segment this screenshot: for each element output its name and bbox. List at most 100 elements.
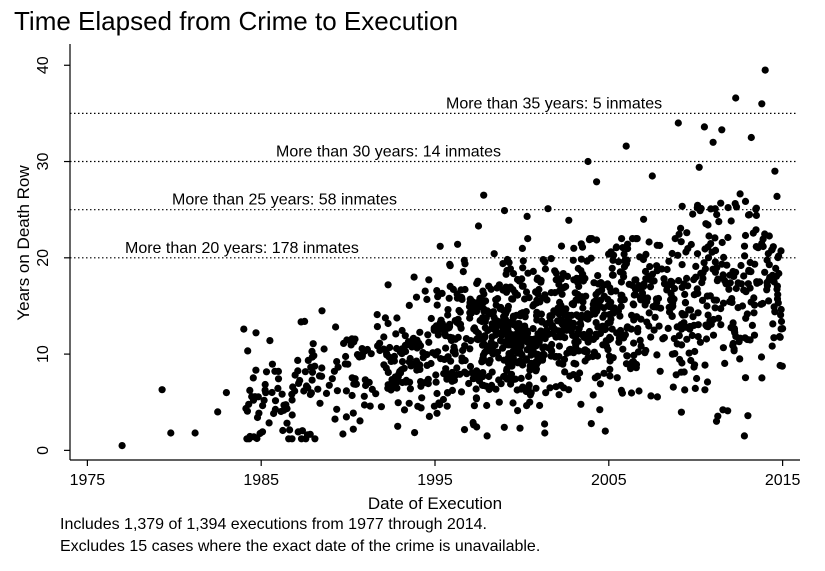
data-points xyxy=(118,66,787,450)
data-point xyxy=(592,330,600,338)
data-point xyxy=(537,310,546,318)
data-point xyxy=(524,235,532,243)
data-point xyxy=(630,316,638,324)
data-point xyxy=(479,351,487,359)
data-point xyxy=(496,305,504,313)
data-point xyxy=(490,250,498,258)
data-point xyxy=(425,276,433,284)
data-point xyxy=(618,235,626,243)
data-point xyxy=(755,278,764,286)
data-point xyxy=(737,280,746,288)
data-point xyxy=(562,282,570,291)
data-point xyxy=(693,204,701,212)
data-point xyxy=(541,429,549,437)
data-point xyxy=(473,335,481,343)
data-point xyxy=(725,285,733,293)
data-point xyxy=(509,320,518,328)
data-point xyxy=(432,371,440,379)
data-point xyxy=(433,409,441,417)
data-point xyxy=(271,397,280,405)
data-point xyxy=(249,374,257,382)
data-point xyxy=(432,378,440,386)
y-tick-label-40: 40 xyxy=(35,56,52,74)
data-point xyxy=(566,346,574,354)
data-point xyxy=(617,302,625,310)
data-point xyxy=(245,435,253,443)
data-point xyxy=(741,197,750,205)
x-tick-label-2015: 2015 xyxy=(765,472,801,489)
data-point xyxy=(297,318,305,326)
data-point xyxy=(476,294,484,302)
reference-label-25: More than 25 years: 58 inmates xyxy=(172,192,397,209)
data-point xyxy=(384,319,392,328)
data-point xyxy=(444,306,452,314)
data-point xyxy=(765,232,773,240)
data-point xyxy=(349,409,357,417)
data-point xyxy=(576,369,584,377)
data-point xyxy=(485,282,493,290)
data-point xyxy=(579,304,587,312)
data-point xyxy=(517,374,525,382)
data-point xyxy=(417,378,425,386)
data-point xyxy=(774,254,782,262)
data-point xyxy=(509,399,517,407)
data-point xyxy=(513,386,521,394)
data-point xyxy=(508,376,516,385)
data-point xyxy=(405,301,413,309)
data-point xyxy=(504,319,512,327)
data-point xyxy=(620,250,628,258)
data-point xyxy=(642,250,650,258)
data-point xyxy=(691,384,699,392)
data-point xyxy=(418,394,426,402)
data-point xyxy=(405,399,413,407)
data-point xyxy=(401,332,409,340)
data-point xyxy=(768,342,776,350)
data-point xyxy=(442,344,450,352)
data-point xyxy=(615,258,623,266)
data-point xyxy=(525,372,533,380)
data-point xyxy=(592,319,600,327)
data-point xyxy=(458,354,466,362)
data-point xyxy=(718,126,726,134)
data-point xyxy=(653,241,661,249)
data-point xyxy=(576,319,584,327)
data-point xyxy=(574,264,582,273)
data-point xyxy=(434,348,442,356)
data-point xyxy=(470,324,479,332)
data-point xyxy=(311,435,319,443)
data-point xyxy=(504,335,513,343)
data-point xyxy=(295,379,303,387)
data-point xyxy=(653,351,661,359)
data-point xyxy=(606,284,614,292)
data-point xyxy=(266,337,274,345)
data-point xyxy=(325,381,333,389)
data-point xyxy=(657,304,665,312)
data-point xyxy=(750,301,759,309)
data-point xyxy=(741,231,750,240)
data-point xyxy=(667,289,675,297)
data-point xyxy=(552,269,560,277)
data-point xyxy=(572,341,580,349)
data-point xyxy=(719,299,728,307)
data-point xyxy=(274,367,282,375)
data-point xyxy=(601,427,609,435)
data-point xyxy=(687,240,695,249)
data-point xyxy=(770,334,778,342)
data-point xyxy=(742,314,750,322)
data-point xyxy=(459,268,467,276)
reference-label-35: More than 35 years: 5 inmates xyxy=(446,95,662,112)
x-tick-label-2005: 2005 xyxy=(591,472,627,489)
data-point xyxy=(436,242,444,250)
data-point xyxy=(555,353,563,361)
data-point xyxy=(434,293,442,301)
data-point xyxy=(691,361,699,369)
data-point xyxy=(759,299,767,308)
data-point xyxy=(750,331,759,339)
data-point xyxy=(541,420,549,428)
data-point xyxy=(775,333,784,341)
data-point xyxy=(519,383,527,391)
data-point xyxy=(604,346,612,354)
data-point xyxy=(424,380,432,388)
y-tick-label-0: 0 xyxy=(35,446,52,455)
data-point xyxy=(735,338,743,346)
